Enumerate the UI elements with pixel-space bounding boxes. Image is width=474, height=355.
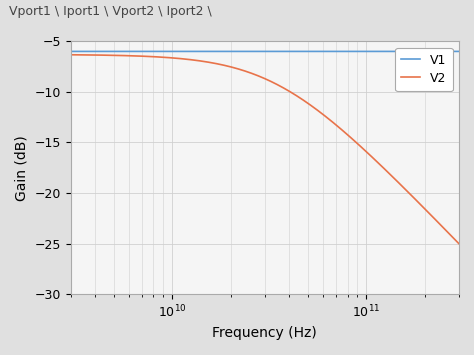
- Legend: V1, V2: V1, V2: [395, 48, 453, 91]
- V1: [448, 49, 454, 54]
- V2: [112, 53, 118, 58]
- Text: Vport1 \ Iport1 \ Vport2 \ Iport2 \: Vport1 \ Iport1 \ Vport2 \ Iport2 \: [9, 5, 212, 18]
- V2: [448, 234, 454, 238]
- V1: [407, 49, 412, 54]
- V1: [112, 49, 118, 54]
- V2: [68, 53, 73, 57]
- Line: V2: V2: [71, 55, 459, 244]
- V2: [234, 66, 239, 71]
- V2: [217, 62, 222, 66]
- V1: [68, 49, 73, 54]
- V1: [135, 49, 141, 54]
- V1: [217, 49, 222, 54]
- V2: [135, 54, 141, 58]
- Y-axis label: Gain (dB): Gain (dB): [15, 135, 29, 201]
- V1: [234, 49, 239, 54]
- V2: [456, 242, 462, 246]
- V1: [456, 49, 462, 54]
- X-axis label: Frequency (Hz): Frequency (Hz): [212, 326, 317, 340]
- V2: [407, 191, 412, 196]
